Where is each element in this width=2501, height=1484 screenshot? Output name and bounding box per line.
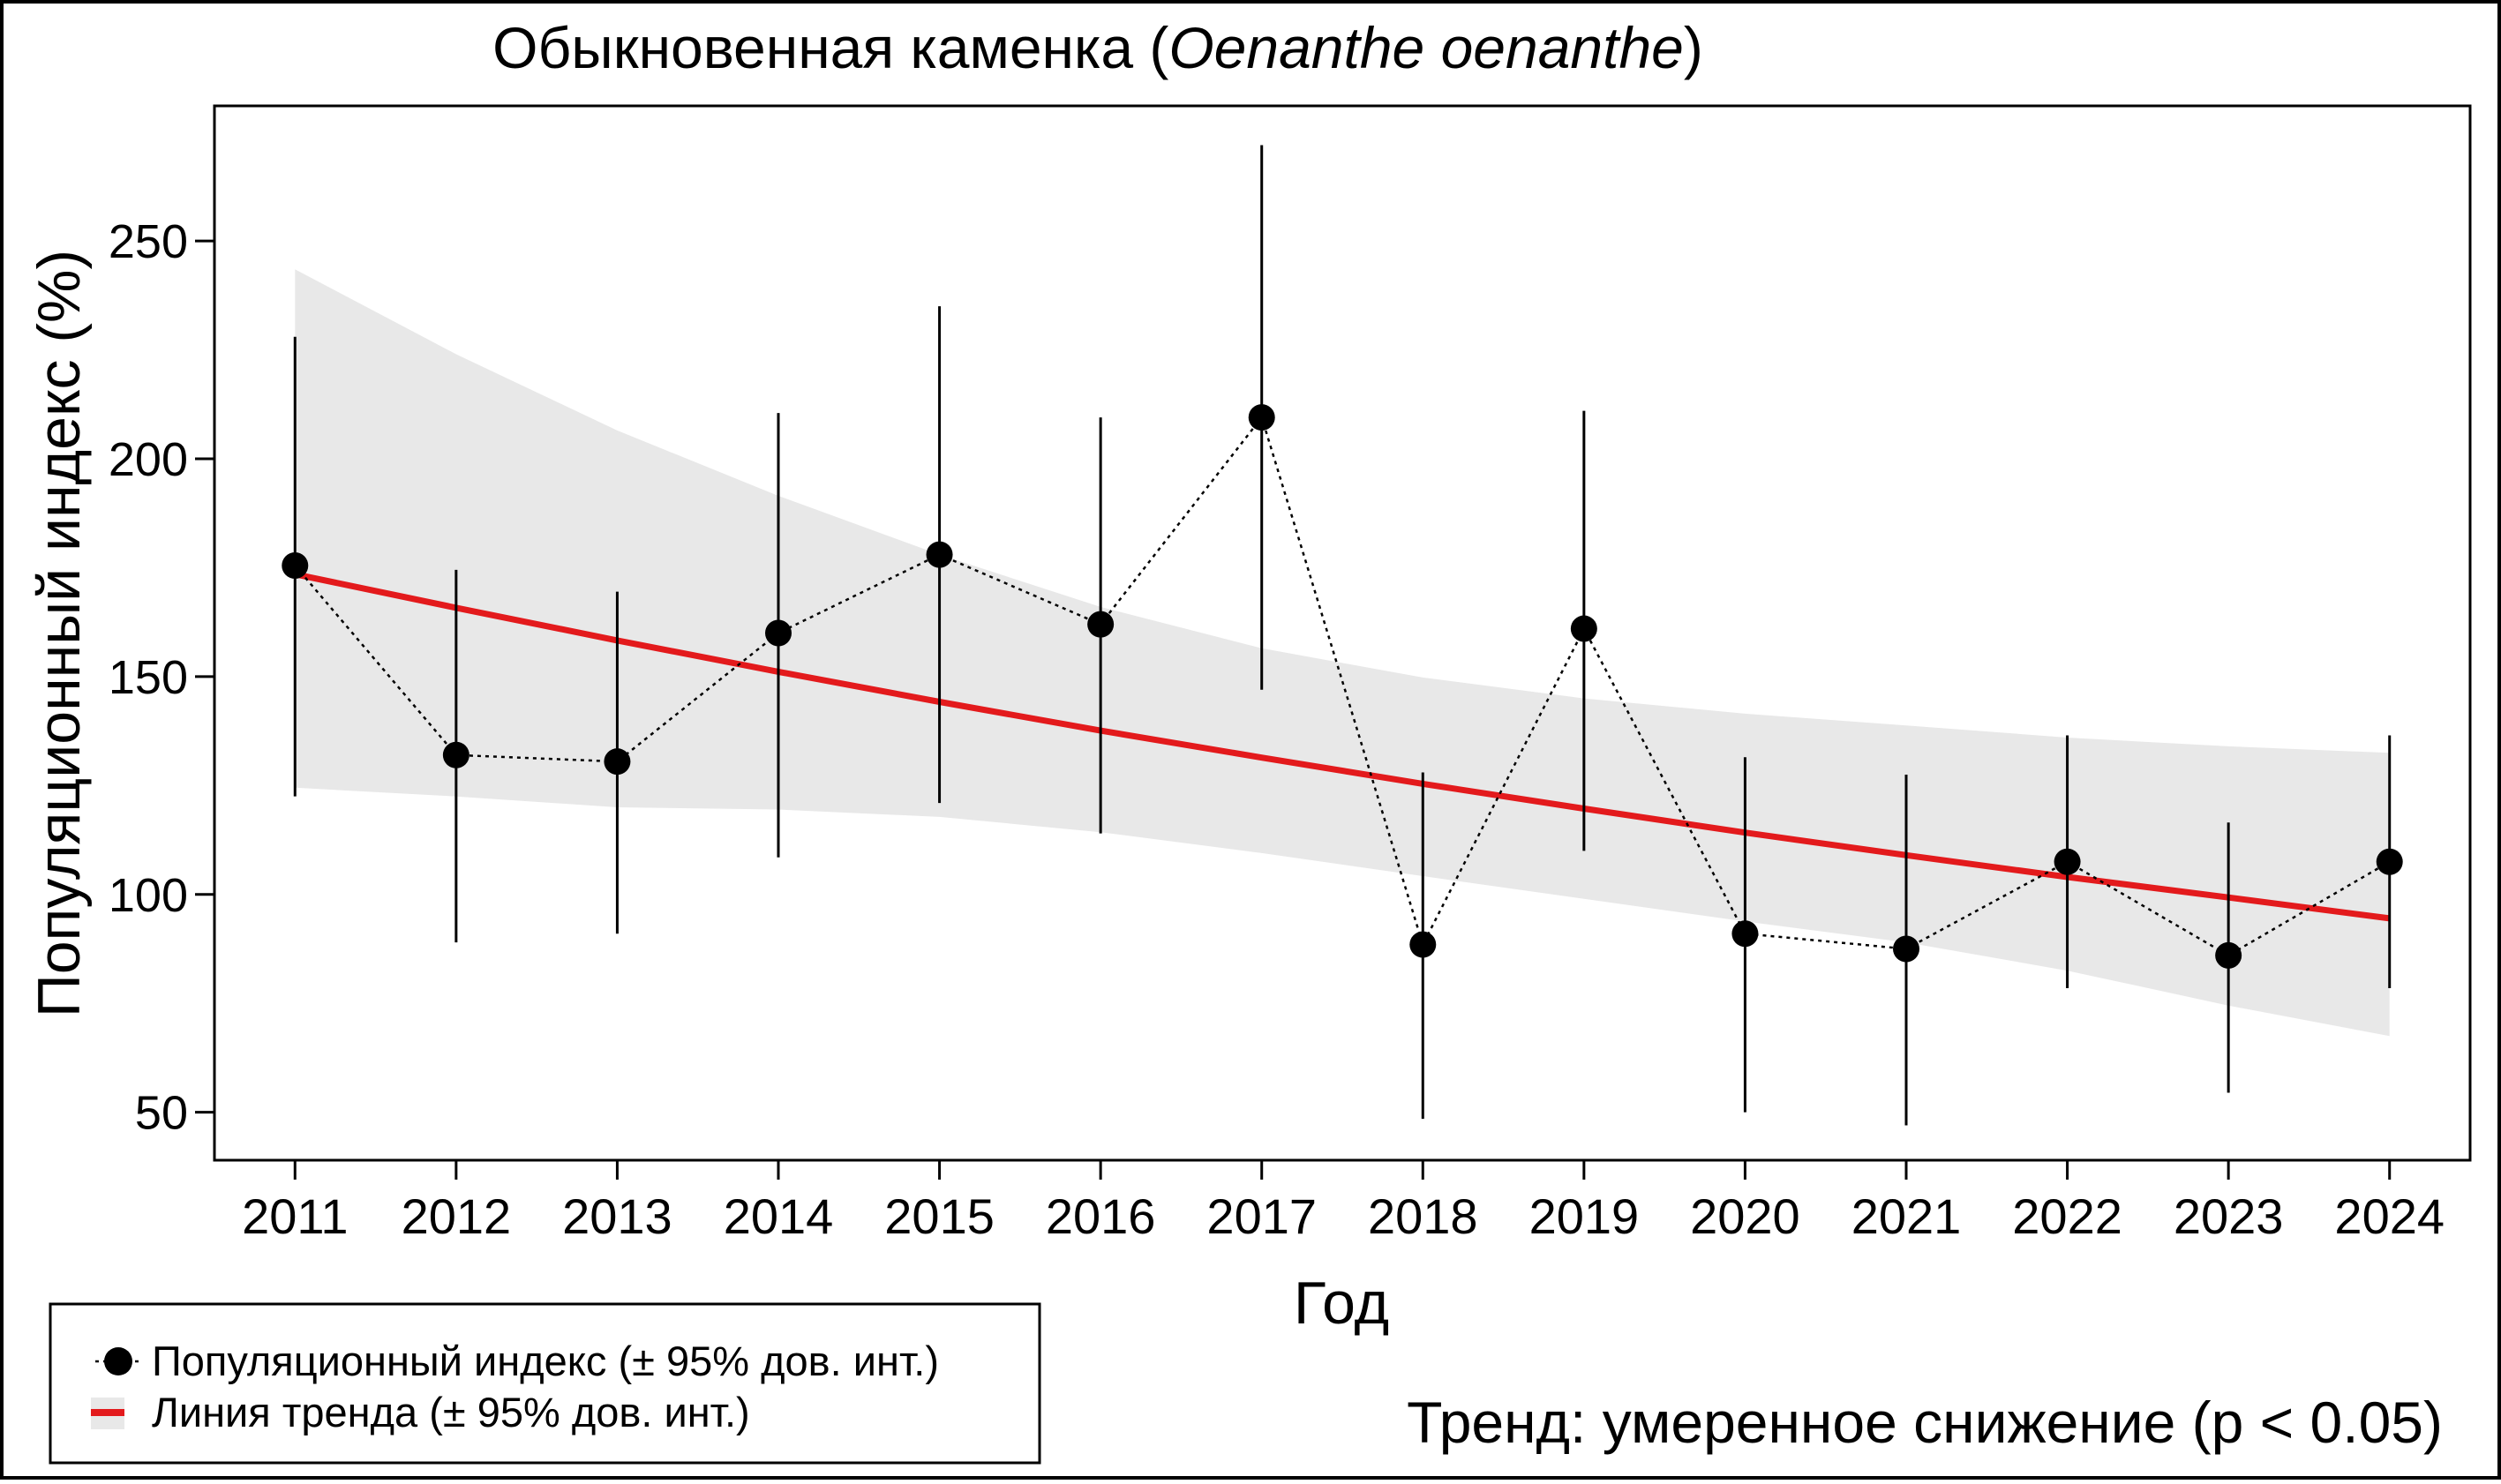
legend-box: [49, 1302, 1041, 1465]
index-point-2022: [2054, 848, 2081, 875]
trend-ci-band: [295, 269, 2390, 1037]
index-point-2013: [604, 748, 631, 776]
legend-entry-index: Популяционный индекс (± 95% дов. инт.): [152, 1338, 939, 1384]
index-connector-layer: [294, 415, 2391, 957]
x-tick-label-2017: 2017: [1206, 1188, 1317, 1244]
chart-title-species: Oenanthe oenanthe: [1168, 15, 1684, 80]
x-tick-label-2015: 2015: [884, 1188, 995, 1244]
index-point-2020: [1731, 920, 1759, 948]
chart-title-close: ): [1684, 15, 1703, 80]
legend-index-marker: [104, 1347, 132, 1375]
index-point-2017: [1248, 404, 1275, 431]
x-tick-label-2019: 2019: [1529, 1188, 1640, 1244]
index-point-2016: [1087, 611, 1115, 638]
index-point-2024: [2376, 848, 2403, 875]
trend-annotation: Тренд: умеренное снижение (p < 0.05): [1407, 1390, 2443, 1455]
x-tick-label-2023: 2023: [2174, 1188, 2284, 1244]
x-tick-label-2013: 2013: [562, 1188, 672, 1244]
x-tick-label-2011: 2011: [242, 1188, 348, 1244]
index-point-2014: [765, 619, 792, 647]
legend: Популяционный индекс (± 95% дов. инт.) Л…: [49, 1302, 1041, 1465]
y-tick-label-50: 50: [135, 1087, 188, 1140]
y-tick-label-150: 150: [109, 651, 188, 704]
y-tick-label-250: 250: [109, 215, 188, 268]
chart-title: Обыкновенная каменка (Oenanthe oenanthe): [492, 15, 1703, 80]
index-point-2023: [2215, 941, 2242, 969]
y-axis-title: Популяционный индекс (%): [26, 250, 93, 1017]
index-point-2018: [1409, 931, 1437, 958]
index-point-2021: [1893, 935, 1919, 963]
x-tick-label-2024: 2024: [2334, 1188, 2445, 1244]
legend-entry-trend: Линия тренда (± 95% дов. инт.): [152, 1389, 750, 1435]
x-tick-label-2021: 2021: [1851, 1188, 1962, 1244]
trend-line-layer: [294, 571, 2391, 922]
index-connector-line: [294, 415, 2391, 957]
trend-ci-band-layer: [295, 269, 2390, 1037]
index-point-2011: [282, 551, 309, 579]
trend-line: [294, 571, 2391, 922]
chart-title-main: Обыкновенная каменка (: [492, 15, 1168, 80]
x-axis: 2011 2012 2013 2014 2015 2016 2017 2018 2019 2020…: [242, 1160, 2445, 1244]
plot-frame: [213, 104, 2472, 1162]
index-point-2012: [442, 741, 469, 768]
x-tick-label-2022: 2022: [2012, 1188, 2122, 1244]
y-tick-label-200: 200: [109, 433, 188, 486]
x-tick-label-2016: 2016: [1046, 1188, 1156, 1244]
x-tick-label-2012: 2012: [402, 1188, 512, 1244]
y-tick-label-100: 100: [109, 869, 188, 922]
index-point-2019: [1570, 615, 1597, 642]
y-axis: 50 100 150 200 250: [109, 215, 214, 1140]
x-axis-title: Год: [1294, 1270, 1389, 1337]
x-tick-label-2020: 2020: [1690, 1188, 1800, 1244]
x-tick-label-2014: 2014: [724, 1188, 834, 1244]
index-point-layer: [282, 404, 2403, 969]
index-point-2015: [926, 541, 953, 568]
x-tick-label-2018: 2018: [1368, 1188, 1478, 1244]
